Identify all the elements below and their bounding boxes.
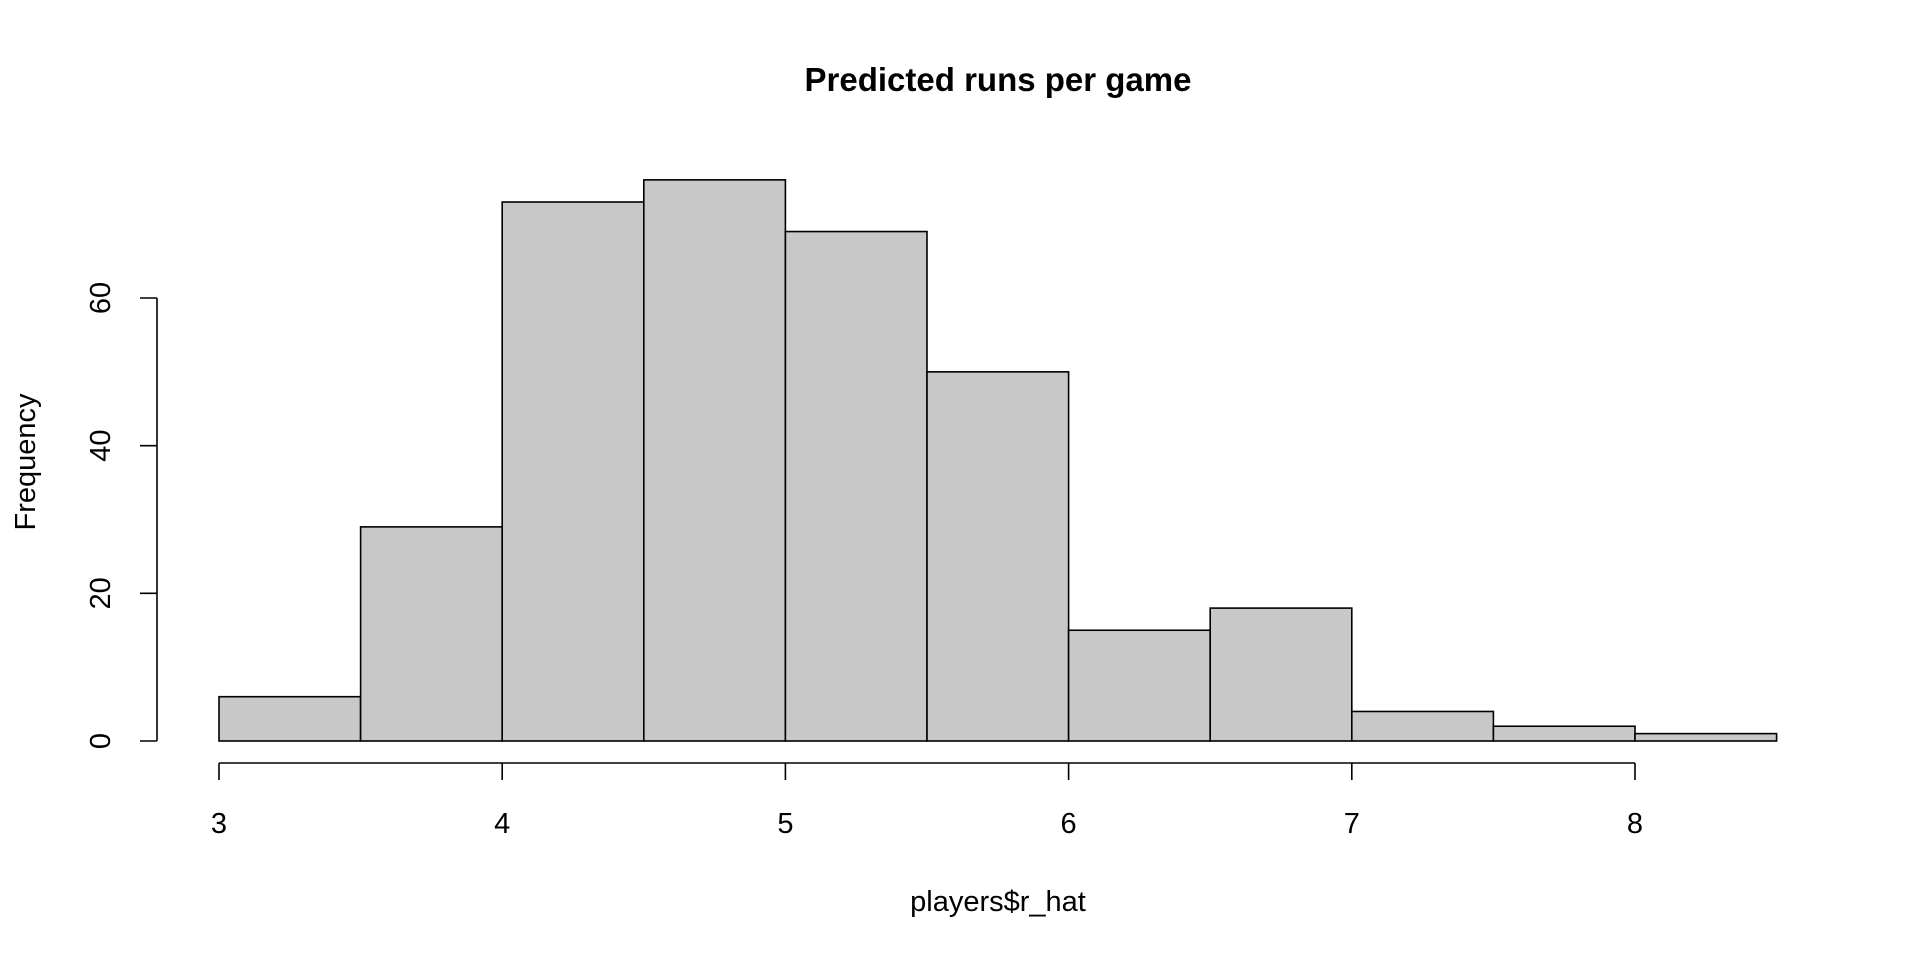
bars-group — [218, 179, 1778, 742]
y-axis-label: Frequency — [10, 393, 42, 531]
x-axis-label: players$r_hat — [910, 886, 1086, 918]
y-tick-label: 40 — [85, 430, 117, 462]
histogram-bar — [926, 371, 1070, 742]
histogram-bar — [359, 526, 504, 742]
y-axis: 0 20 40 60 — [85, 282, 158, 749]
x-tick-label: 5 — [777, 808, 793, 840]
x-tick-label: 7 — [1344, 808, 1360, 840]
histogram-bar — [501, 201, 645, 742]
y-tick-label: 0 — [85, 733, 117, 749]
x-tick-label: 3 — [211, 808, 227, 840]
histogram-bar — [784, 230, 928, 742]
histogram-bar — [1634, 732, 1778, 742]
histogram-bar — [642, 179, 787, 742]
x-tick-label: 6 — [1061, 808, 1077, 840]
histogram-bar — [1067, 629, 1211, 742]
histogram-bar — [218, 695, 362, 742]
x-tick-label: 8 — [1627, 808, 1643, 840]
histogram-bar — [1209, 607, 1353, 742]
chart-title: Predicted runs per game — [805, 61, 1192, 98]
histogram-bar — [1351, 710, 1495, 742]
y-tick-label: 60 — [85, 282, 117, 314]
y-tick-label: 20 — [85, 577, 117, 609]
x-axis: 3 4 5 6 7 8 — [211, 762, 1643, 840]
x-tick-label: 4 — [494, 808, 510, 840]
histogram-bar — [1492, 725, 1636, 742]
